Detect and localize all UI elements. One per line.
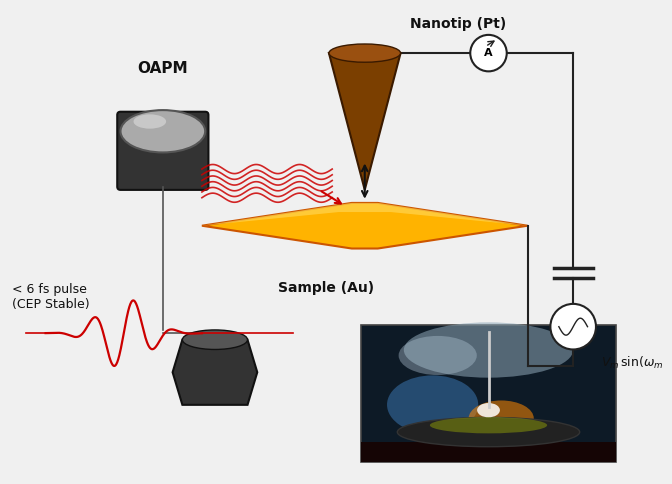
Ellipse shape: [387, 376, 478, 434]
Ellipse shape: [134, 114, 166, 129]
Polygon shape: [202, 203, 528, 248]
Ellipse shape: [397, 417, 580, 447]
FancyBboxPatch shape: [117, 112, 208, 190]
Ellipse shape: [329, 44, 401, 62]
Text: A: A: [485, 48, 493, 58]
Ellipse shape: [477, 403, 500, 417]
Ellipse shape: [404, 322, 573, 378]
Ellipse shape: [182, 330, 247, 349]
Ellipse shape: [398, 336, 476, 375]
Ellipse shape: [468, 400, 534, 436]
Text: Nanotip (Pt): Nanotip (Pt): [411, 17, 507, 31]
Circle shape: [470, 35, 507, 71]
Text: OAPM: OAPM: [138, 61, 188, 76]
Ellipse shape: [430, 417, 547, 433]
Text: $V_m\,\sin(\omega_m$: $V_m\,\sin(\omega_m$: [601, 354, 663, 371]
Polygon shape: [173, 340, 257, 405]
Text: < 6 fs pulse
(CEP Stable): < 6 fs pulse (CEP Stable): [11, 283, 89, 311]
Ellipse shape: [120, 110, 205, 152]
Polygon shape: [202, 203, 528, 226]
Circle shape: [550, 304, 596, 349]
FancyBboxPatch shape: [362, 325, 616, 462]
Text: Sample (Au): Sample (Au): [278, 281, 374, 295]
Polygon shape: [329, 53, 401, 190]
FancyBboxPatch shape: [362, 441, 616, 462]
